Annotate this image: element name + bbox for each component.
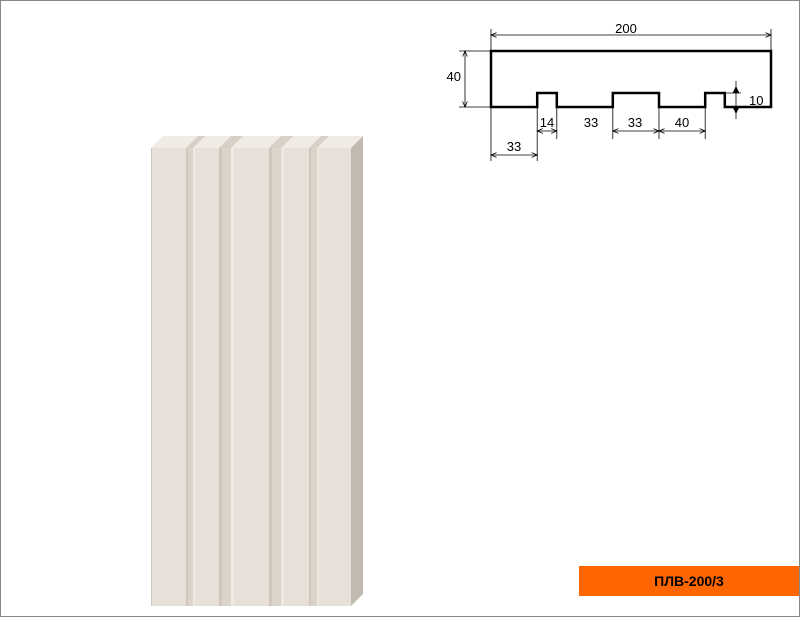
dim-40: 40 — [675, 115, 689, 130]
product-label-text: ПЛВ-200/3 — [654, 573, 724, 589]
product-label-bar: ПЛВ-200/3 — [579, 566, 799, 596]
pilaster-3d-render — [131, 136, 391, 611]
dim-10: 10 — [749, 93, 763, 108]
dim-33a: 33 — [584, 115, 598, 130]
dim-width: 200 — [615, 21, 637, 36]
technical-drawing: 200 40 14 33 33 40 33 10 33 — [441, 21, 781, 186]
dim-33-mid: 33 — [628, 115, 642, 130]
dim-33c: 33 — [507, 139, 521, 154]
dim-14: 14 — [540, 115, 554, 130]
dim-height: 40 — [447, 69, 461, 84]
